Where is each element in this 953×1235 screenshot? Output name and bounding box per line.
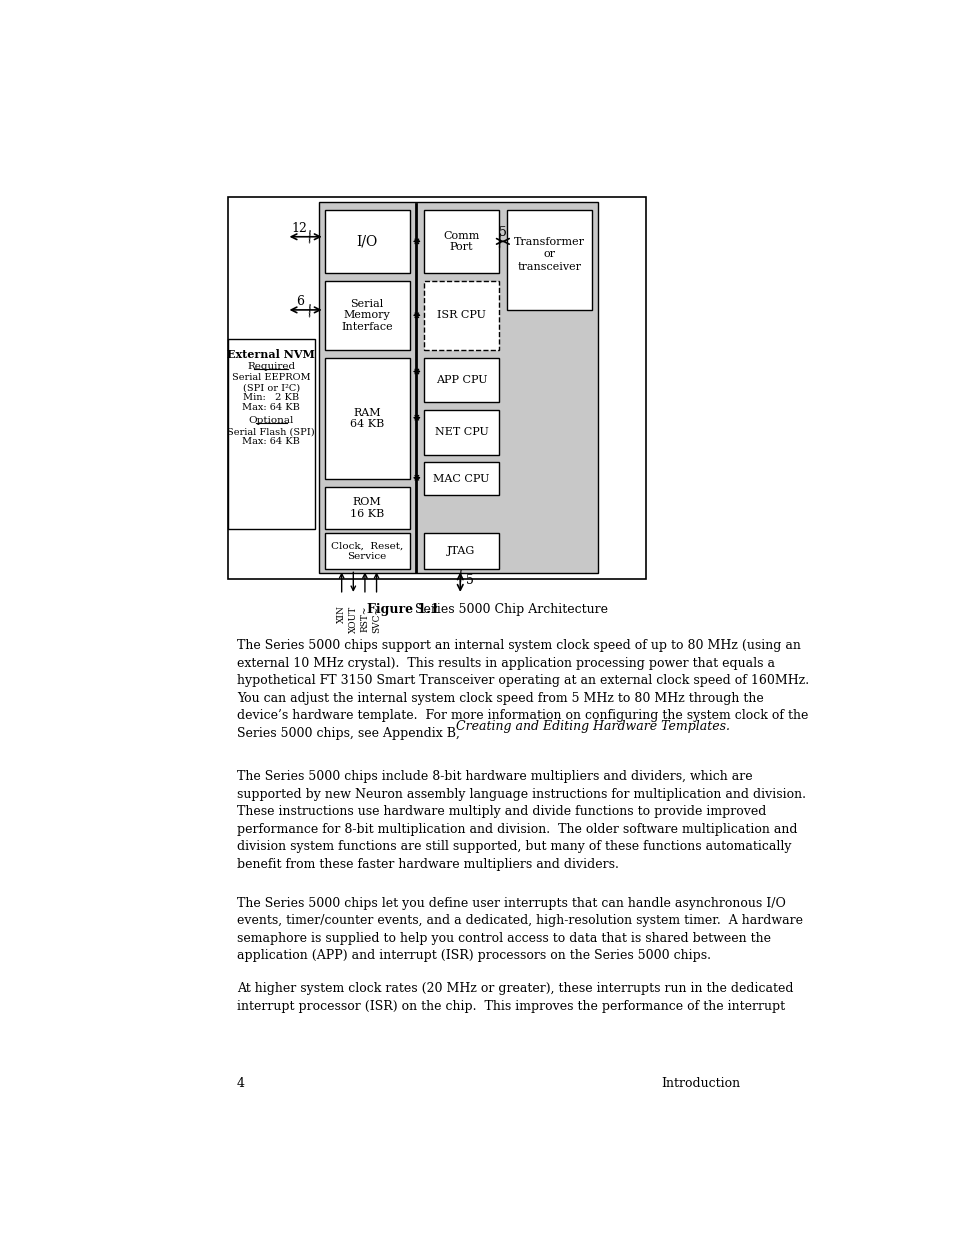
Text: The Series 5000 chips support an internal system clock speed of up to 80 MHz (us: The Series 5000 chips support an interna… bbox=[236, 640, 808, 740]
Text: The Series 5000 chips let you define user interrupts that can handle asynchronou: The Series 5000 chips let you define use… bbox=[236, 897, 802, 962]
Text: Required: Required bbox=[247, 362, 294, 370]
Text: Comm
Port: Comm Port bbox=[443, 231, 479, 252]
Bar bbox=[423, 210, 498, 273]
Text: External NVM: External NVM bbox=[227, 350, 314, 361]
Text: Serial EEPROM: Serial EEPROM bbox=[232, 373, 310, 382]
Text: Series 5000 Chip Architecture: Series 5000 Chip Architecture bbox=[411, 603, 608, 615]
Text: ISR CPU: ISR CPU bbox=[436, 310, 485, 320]
Text: 12: 12 bbox=[292, 222, 308, 235]
Bar bbox=[506, 210, 592, 310]
Bar bbox=[324, 358, 410, 479]
Bar bbox=[228, 196, 645, 579]
Text: I/O: I/O bbox=[356, 235, 377, 248]
Text: 6: 6 bbox=[295, 295, 303, 308]
Text: Transformer: Transformer bbox=[514, 237, 584, 247]
Text: Figure 1.1: Figure 1.1 bbox=[367, 603, 439, 615]
Text: /: / bbox=[456, 569, 465, 584]
Text: XIN: XIN bbox=[336, 605, 346, 624]
Text: Max: 64 KB: Max: 64 KB bbox=[242, 437, 300, 446]
Bar bbox=[324, 534, 410, 569]
Text: RAM
64 KB: RAM 64 KB bbox=[350, 408, 384, 430]
Text: XOUT: XOUT bbox=[349, 605, 357, 632]
Bar bbox=[319, 203, 598, 573]
Text: SVC~: SVC~ bbox=[372, 605, 380, 632]
Text: Optional: Optional bbox=[248, 415, 294, 425]
Text: Introduction: Introduction bbox=[661, 1077, 740, 1091]
Text: ROM
16 KB: ROM 16 KB bbox=[350, 498, 384, 519]
Text: The Series 5000 chips include 8-bit hardware multipliers and dividers, which are: The Series 5000 chips include 8-bit hard… bbox=[236, 771, 805, 871]
Text: MAC CPU: MAC CPU bbox=[433, 473, 489, 484]
Bar bbox=[324, 210, 410, 273]
Text: Serial Flash (SPI): Serial Flash (SPI) bbox=[227, 427, 314, 436]
Bar bbox=[423, 358, 498, 403]
Text: At higher system clock rates (20 MHz or greater), these interrupts run in the de: At higher system clock rates (20 MHz or … bbox=[236, 982, 793, 1013]
Bar bbox=[324, 280, 410, 350]
Text: 4: 4 bbox=[236, 1077, 245, 1091]
Text: (SPI or I²C): (SPI or I²C) bbox=[242, 383, 299, 393]
Text: /: / bbox=[305, 304, 314, 319]
Bar bbox=[423, 280, 498, 350]
Text: RST~: RST~ bbox=[360, 605, 369, 632]
Bar bbox=[324, 487, 410, 530]
Text: Clock,  Reset,
Service: Clock, Reset, Service bbox=[331, 542, 403, 561]
Text: or: or bbox=[543, 249, 555, 259]
Bar bbox=[423, 410, 498, 454]
Bar bbox=[423, 462, 498, 495]
Text: 5: 5 bbox=[465, 574, 473, 588]
Text: Min:   2 KB: Min: 2 KB bbox=[243, 393, 299, 403]
Text: Serial
Memory
Interface: Serial Memory Interface bbox=[341, 299, 393, 332]
Bar bbox=[228, 340, 314, 530]
Text: Creating and Editing Hardware Templates.: Creating and Editing Hardware Templates. bbox=[456, 720, 730, 734]
Text: Max: 64 KB: Max: 64 KB bbox=[242, 403, 300, 412]
Text: JTAG: JTAG bbox=[447, 546, 475, 556]
Text: transceiver: transceiver bbox=[517, 262, 580, 272]
Text: /: / bbox=[496, 235, 504, 249]
Bar bbox=[423, 534, 498, 569]
Text: /: / bbox=[305, 230, 314, 245]
Text: NET CPU: NET CPU bbox=[434, 427, 488, 437]
Text: 5: 5 bbox=[498, 226, 506, 238]
Text: APP CPU: APP CPU bbox=[436, 375, 487, 385]
